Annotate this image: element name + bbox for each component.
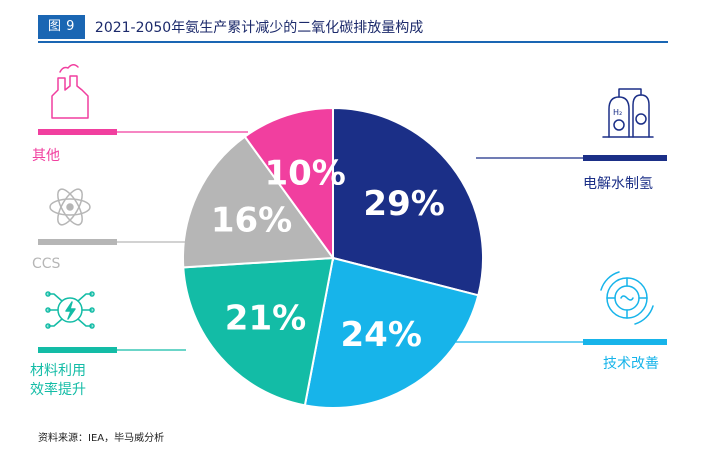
figure-header: 图 9 2021-2050年氨生产累计减少的二氧化碳排放量构成 [38,15,423,39]
tech-gear-icon [600,271,654,325]
pie-slice-4 [243,106,334,262]
slice-value-label-0: 29% [363,184,444,224]
legend-bar-1 [583,339,667,345]
circuit-bolt-icon [45,291,95,329]
legend-bar-3 [38,239,117,245]
category-label-0: 电解水制氢 [583,176,653,192]
slice-value-label-4: 10% [264,153,345,193]
svg-text:H₂: H₂ [613,108,622,117]
source-note: 资料来源：IEA，毕马威分析 [38,433,165,444]
category-label-3: CCS [32,256,61,272]
figure-title: 2021-2050年氨生产累计减少的二氧化碳排放量构成 [94,20,424,36]
figure-badge: 图 9 [38,15,85,39]
factory-icon [51,64,89,119]
slice-value-label-3: 16% [211,201,292,241]
legend-bar-0 [583,155,667,161]
legend-bar-4 [38,129,117,135]
pie-slice-1 [303,256,480,409]
pie-slice-0 [332,106,484,297]
category-label-1: 技术改善 [603,356,659,372]
pie-slice-2 [182,256,335,407]
pie-slice-3 [182,135,335,269]
category-label-2: 材料利用效率提升 [30,363,86,398]
slice-value-label-2: 21% [225,299,306,339]
hydrogen-electrolysis-icon: H₂ [602,88,654,138]
atom-icon [49,188,91,226]
category-label-4: 其他 [32,148,60,164]
header-divider [38,41,668,43]
slice-value-label-1: 24% [341,315,422,355]
legend-bar-2 [38,347,117,353]
